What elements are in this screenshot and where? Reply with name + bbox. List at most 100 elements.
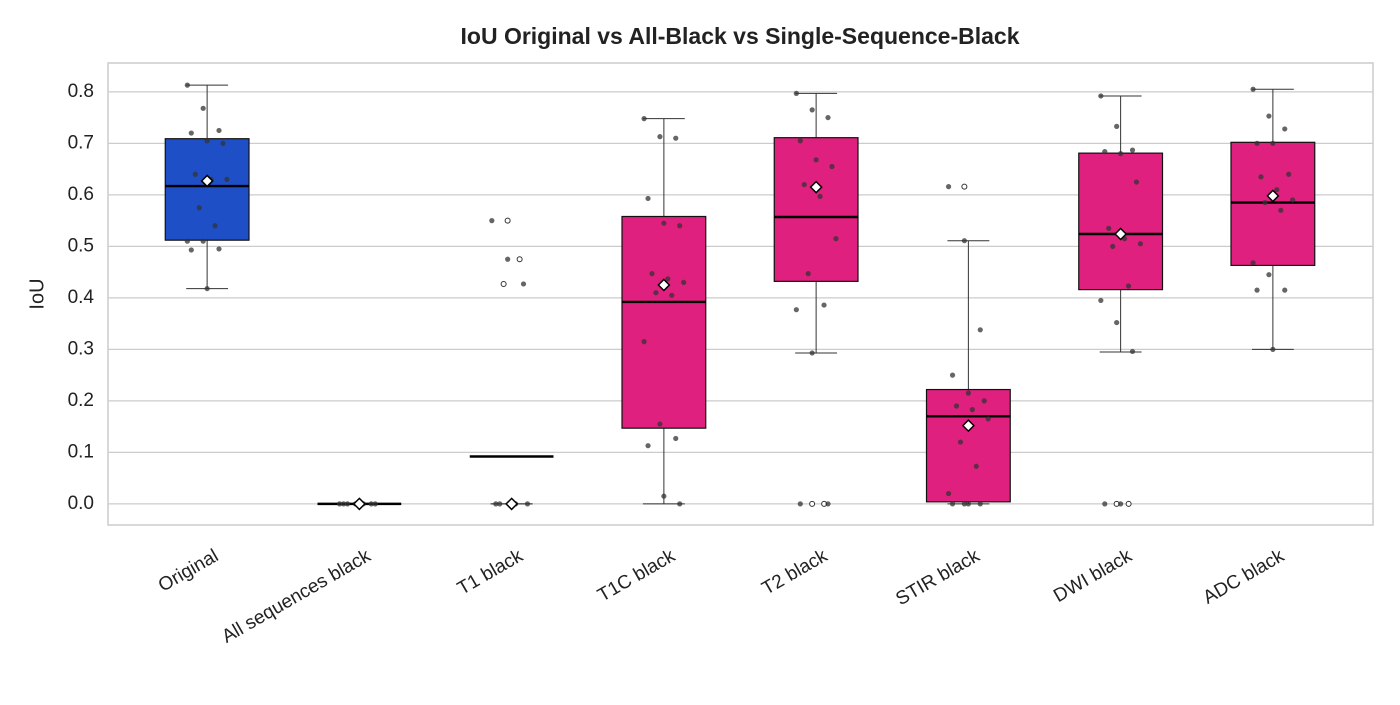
data-point	[200, 238, 206, 244]
data-point	[833, 236, 839, 242]
data-point	[1125, 283, 1132, 289]
data-point	[1290, 197, 1296, 203]
box	[621, 215, 707, 429]
data-point	[961, 501, 968, 507]
outlier	[961, 183, 968, 190]
mean-marker	[1114, 227, 1128, 241]
data-point	[1282, 287, 1288, 293]
mean-marker	[352, 497, 366, 511]
data-point	[809, 350, 815, 356]
x-tick-label: ADC black	[1200, 545, 1289, 608]
data-point	[801, 181, 807, 188]
outlier	[500, 280, 507, 287]
data-point	[489, 218, 495, 224]
data-point	[977, 327, 983, 333]
y-tick-label: 0.5	[68, 235, 94, 256]
data-point	[649, 271, 655, 277]
data-point	[673, 435, 679, 442]
data-point	[1266, 113, 1272, 119]
y-tick-label: 0.2	[68, 390, 94, 411]
outlier	[1125, 500, 1132, 507]
box	[925, 388, 1011, 503]
x-tick-label: STIR black	[892, 545, 983, 610]
data-point	[657, 134, 663, 140]
x-tick-label: DWI black	[1050, 545, 1136, 607]
mean-marker	[505, 497, 519, 511]
data-point	[344, 501, 351, 507]
data-point	[1250, 260, 1256, 266]
data-point	[965, 390, 971, 396]
mean-marker	[809, 180, 823, 194]
data-point	[212, 223, 218, 229]
plot-frame	[107, 62, 1374, 526]
data-point	[825, 114, 831, 121]
data-point	[1098, 93, 1104, 99]
data-point	[661, 220, 667, 226]
data-point	[1114, 123, 1120, 129]
data-point	[188, 247, 194, 253]
data-point	[204, 138, 210, 144]
mean-marker	[1266, 189, 1280, 203]
data-point	[809, 107, 815, 113]
data-point	[1129, 147, 1136, 153]
x-tick-label: T1C black	[594, 545, 679, 606]
data-point	[224, 176, 230, 183]
box	[1078, 152, 1164, 291]
data-point	[821, 302, 827, 308]
data-point	[793, 90, 799, 96]
x-tick-label: All sequences black	[218, 545, 374, 647]
y-tick-label: 0.8	[68, 81, 94, 102]
data-point	[645, 443, 651, 449]
data-point	[1129, 348, 1136, 355]
y-tick-label: 0.3	[68, 338, 94, 359]
chart-title: IoU Original vs All-Black vs Single-Sequ…	[461, 23, 1020, 49]
data-point	[973, 463, 979, 469]
box	[164, 138, 250, 241]
data-point	[805, 271, 811, 277]
y-tick-label: 0.4	[68, 287, 95, 308]
data-point	[981, 398, 987, 404]
data-point	[1137, 241, 1144, 247]
data-point	[945, 490, 952, 497]
y-tick-label: 0.0	[68, 493, 94, 514]
data-point	[216, 246, 222, 252]
y-axis-label: IoU	[26, 278, 48, 309]
data-point	[368, 501, 374, 507]
y-tick-label: 0.7	[68, 132, 94, 153]
box	[1230, 141, 1316, 267]
data-point	[1250, 86, 1256, 92]
data-point	[957, 439, 964, 445]
outlier	[516, 256, 523, 263]
data-point	[961, 238, 968, 244]
data-point	[1262, 199, 1268, 206]
y-tick-label: 0.1	[68, 441, 94, 462]
data-point	[505, 256, 511, 262]
x-tick-label: Original	[155, 545, 222, 596]
data-point	[184, 82, 190, 88]
data-point	[945, 184, 952, 190]
data-point	[372, 501, 378, 507]
data-point	[825, 501, 831, 507]
data-point	[216, 127, 222, 134]
data-point	[1110, 243, 1116, 249]
data-point	[1258, 174, 1264, 180]
data-point	[985, 416, 991, 422]
data-point	[793, 307, 799, 313]
data-point	[673, 135, 679, 141]
data-point	[1270, 140, 1276, 146]
data-point	[677, 223, 683, 229]
data-point	[829, 163, 835, 170]
data-point	[641, 116, 647, 122]
data-point	[196, 205, 202, 211]
data-point	[949, 372, 956, 378]
data-point	[1282, 126, 1288, 132]
data-point	[681, 279, 687, 286]
data-point	[953, 403, 960, 409]
data-point	[493, 501, 499, 507]
data-point	[657, 421, 663, 427]
data-point	[524, 501, 531, 507]
data-point	[1270, 346, 1276, 352]
data-point	[817, 193, 823, 199]
data-point	[200, 105, 206, 111]
data-point	[665, 276, 671, 282]
